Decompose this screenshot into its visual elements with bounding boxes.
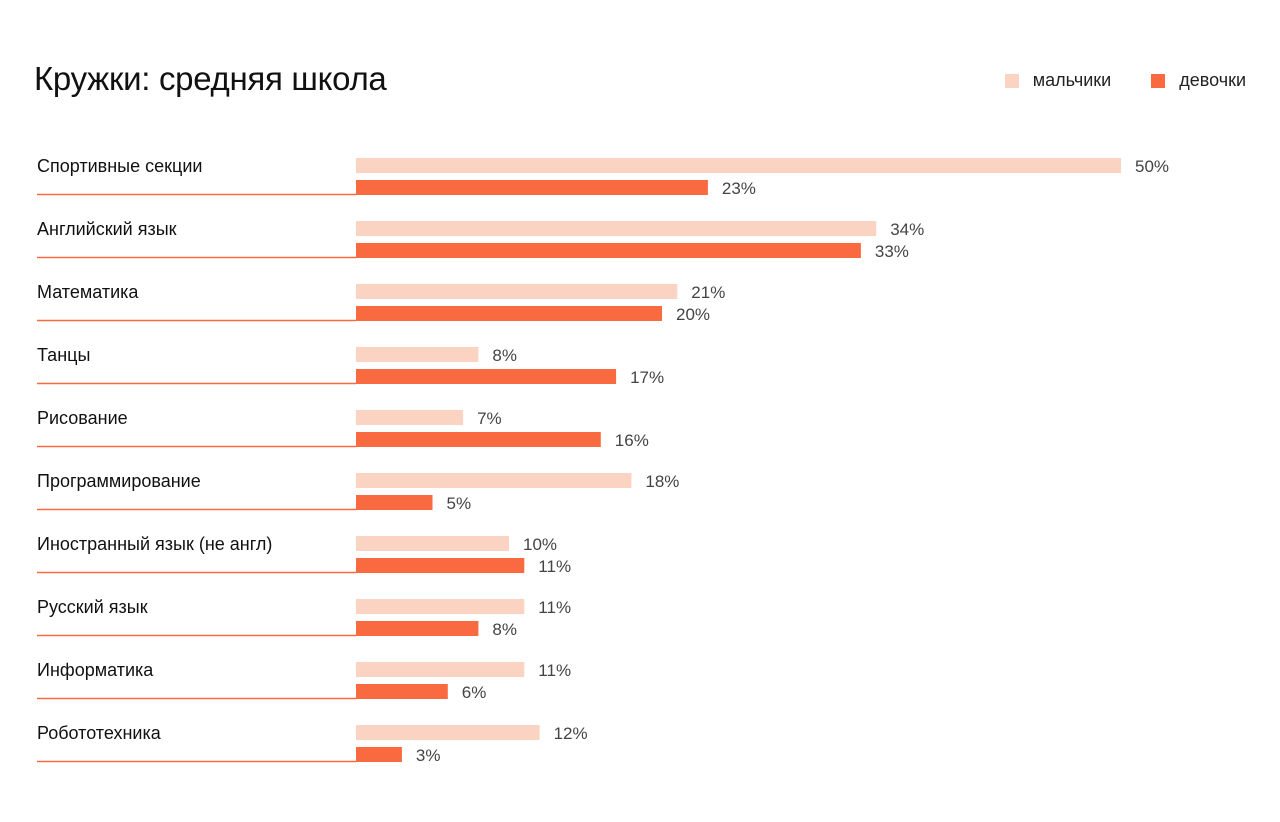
bar-boys [356, 284, 678, 299]
category-label: Программирование [37, 471, 201, 491]
legend: мальчики девочки [1004, 70, 1246, 91]
bar-girls [356, 684, 448, 699]
value-label-girls: 33% [875, 242, 909, 261]
bar-girls [356, 747, 402, 762]
bar-boys [356, 158, 1121, 173]
bar-boys [356, 662, 525, 677]
category-label: Робототехника [37, 723, 162, 743]
chart-title: Кружки: средняя школа [34, 60, 387, 97]
value-label-boys: 12% [554, 724, 588, 743]
value-label-girls: 8% [492, 620, 517, 639]
value-label-girls: 5% [447, 494, 472, 513]
bar-boys [356, 221, 877, 236]
value-label-boys: 34% [890, 220, 924, 239]
bar-girls [356, 495, 433, 510]
value-label-girls: 20% [676, 305, 710, 324]
legend-swatch-boys [1004, 73, 1019, 88]
category-label: Танцы [37, 345, 90, 365]
bar-boys [356, 410, 464, 425]
category-label: Математика [37, 282, 139, 302]
value-label-girls: 6% [462, 683, 487, 702]
category-label: Иностранный язык (не англ) [37, 534, 272, 554]
bar-boys [356, 536, 509, 551]
bar-boys [356, 599, 525, 614]
legend-item-girls: девочки [1151, 70, 1246, 91]
legend-swatch-girls [1151, 73, 1166, 88]
category-label: Рисование [37, 408, 128, 428]
value-label-boys: 11% [538, 661, 571, 680]
category-label: Английский язык [37, 219, 177, 239]
bar-girls [356, 243, 861, 258]
bar-girls [356, 180, 708, 195]
value-label-boys: 8% [492, 346, 517, 365]
category-label: Русский язык [37, 597, 148, 617]
bar-girls [356, 369, 617, 384]
value-label-boys: 10% [523, 535, 557, 554]
bar-girls [356, 558, 525, 573]
bar-girls [356, 306, 662, 321]
value-label-girls: 23% [722, 179, 756, 198]
value-label-boys: 11% [538, 598, 571, 617]
value-label-girls: 16% [615, 431, 649, 450]
legend-label-boys: мальчики [1032, 70, 1112, 90]
bar-boys [356, 347, 479, 362]
value-label-girls: 3% [416, 746, 441, 765]
bar-boys [356, 725, 540, 740]
category-label: Информатика [37, 660, 154, 680]
value-label-boys: 50% [1135, 157, 1169, 176]
value-label-girls: 17% [630, 368, 664, 387]
value-label-boys: 18% [645, 472, 679, 491]
bar-girls [356, 432, 601, 447]
legend-item-boys: мальчики [1004, 70, 1112, 91]
value-label-girls: 11% [538, 557, 571, 576]
value-label-boys: 21% [691, 283, 725, 302]
legend-label-girls: девочки [1179, 70, 1246, 90]
bar-boys [356, 473, 632, 488]
value-label-boys: 7% [477, 409, 502, 428]
bar-girls [356, 621, 479, 636]
category-label: Спортивные секции [37, 156, 202, 176]
